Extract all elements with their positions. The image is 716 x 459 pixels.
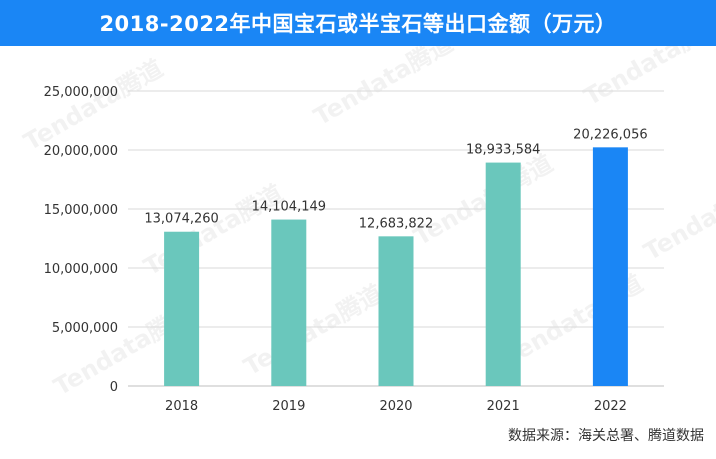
y-tick-label: 5,000,000 <box>52 321 118 336</box>
watermark-text: Tendata腾道 <box>409 149 558 251</box>
watermark-text: Tendata腾道 <box>579 46 716 111</box>
x-tick-label: 2021 <box>487 399 520 414</box>
value-label: 14,104,149 <box>252 200 326 215</box>
value-label: 13,074,260 <box>144 212 218 227</box>
x-tick-label: 2022 <box>594 399 627 414</box>
bar <box>378 236 414 386</box>
value-label: 18,933,584 <box>466 143 540 158</box>
x-axis-ticks: 2018 2019 2020 2021 2022 <box>165 399 627 414</box>
bar <box>164 231 200 386</box>
title-bar: 2018-2022年中国宝石或半宝石等出口金额（万元） <box>0 0 716 46</box>
x-tick-label: 2018 <box>165 399 198 414</box>
watermark-text: Tendata腾道 <box>309 46 458 131</box>
y-tick-label: 0 <box>110 380 118 395</box>
chart-title: 2018-2022年中国宝石或半宝石等出口金额（万元） <box>99 12 617 36</box>
watermark-text: Tendata腾道 <box>139 179 288 281</box>
bars <box>164 147 628 386</box>
watermark-text: Tendata腾道 <box>639 164 716 266</box>
x-tick-label: 2020 <box>379 399 412 414</box>
watermark-text: Tendata腾道 <box>19 54 168 156</box>
x-tick-label: 2019 <box>272 399 305 414</box>
y-axis-ticks: 0 5,000,000 10,000,000 15,000,000 20,000,000… <box>44 85 118 395</box>
y-tick-label: 15,000,000 <box>44 203 118 218</box>
bar <box>271 219 307 386</box>
value-label: 20,226,056 <box>573 127 647 142</box>
value-labels: 13,074,260 14,104,149 12,683,822 18,933,584… <box>144 127 647 231</box>
y-tick-label: 20,000,000 <box>44 144 118 159</box>
y-tick-label: 25,000,000 <box>44 85 118 100</box>
y-tick-label: 10,000,000 <box>44 262 118 277</box>
bar <box>592 147 628 386</box>
value-label: 12,683,822 <box>359 216 433 231</box>
bar <box>485 162 521 386</box>
watermark-text: Tendata腾道 <box>239 279 388 381</box>
data-source: 数据来源：海关总署、腾道数据 <box>508 428 704 444</box>
